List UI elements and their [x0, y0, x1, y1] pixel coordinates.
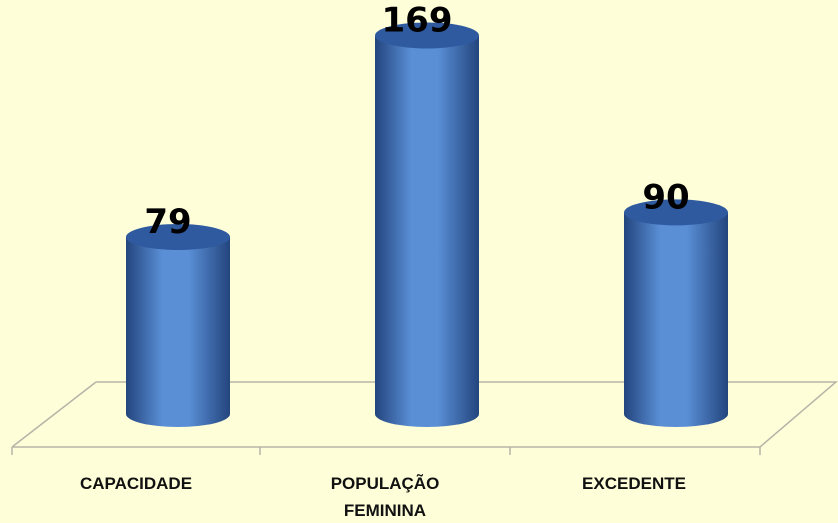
bar-0 [126, 224, 230, 427]
bar-top-0 [126, 224, 230, 251]
floor-left-edge [11, 381, 97, 448]
bar-body-2 [624, 212, 728, 427]
bar-top-1 [375, 22, 479, 49]
bars-group [126, 22, 728, 427]
value-label-0: 79 [144, 202, 191, 242]
bar-top-2 [624, 199, 728, 226]
category-label-2: EXCEDENTE [582, 474, 686, 493]
bar-body-1 [375, 35, 479, 427]
bar-body-0 [126, 237, 230, 427]
value-label-2: 90 [642, 177, 689, 217]
category-label-1: POPULAÇÃO FEMININA [331, 473, 440, 520]
category-label-0: CAPACIDADE [80, 474, 192, 493]
bar-1 [375, 22, 479, 427]
value-label-1: 169 [382, 0, 453, 40]
bar-2 [624, 199, 728, 427]
value-labels: 79 169 90 [144, 0, 689, 242]
category-labels: CAPACIDADE POPULAÇÃO FEMININA EXCEDENTE [80, 473, 686, 520]
